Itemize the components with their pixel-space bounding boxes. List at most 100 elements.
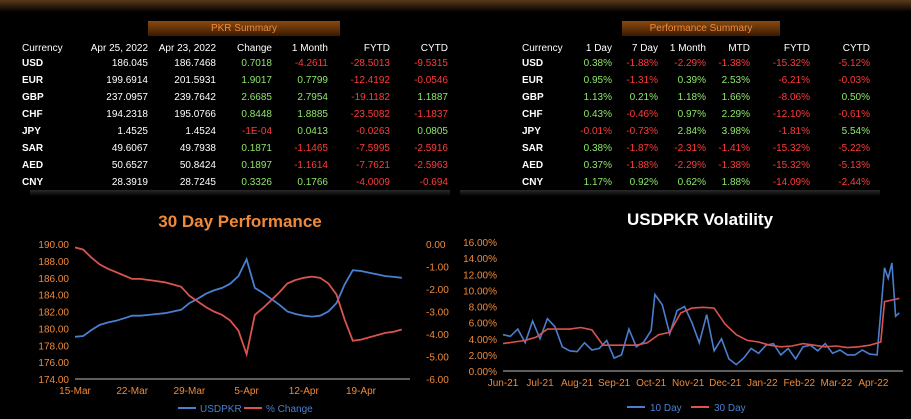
table-row: USD 186.045 186.7468 0.7018 -4.2611 -28.5013 -… — [22, 55, 448, 72]
pkr-cell-apr25: 1.4525 — [117, 126, 148, 137]
y-right-tick-label: -4.00 — [426, 330, 449, 341]
series-line-usdpkr — [74, 256, 402, 338]
pkr-header-3: Change — [236, 42, 272, 54]
y-right-tick-label: -2.00 — [426, 285, 449, 296]
perf-cell-d1: 1.13% — [583, 92, 612, 103]
perf-cell-d7: -1.87% — [626, 143, 658, 154]
pkr-cell-change: 2.6685 — [241, 92, 272, 103]
pkr-header-5: FYTD — [363, 42, 390, 54]
table-row: SAR 49.6067 49.7938 0.1871 -1.1465 -7.5995 -2.… — [22, 140, 448, 157]
pkr-cell-cytd: 1.1887 — [417, 92, 448, 103]
pkr-cell-change: 0.8448 — [241, 109, 272, 120]
pkr-cell-apr23: 49.7938 — [179, 143, 216, 154]
pkr-cell-apr25: 194.2318 — [106, 109, 148, 120]
pkr-table-body: USD 186.045 186.7468 0.7018 -4.2611 -28.5013 -… — [22, 55, 448, 191]
y-tick-label: 12.00% — [463, 270, 497, 281]
table-row: EUR 199.6914 201.5931 1.9017 0.7799 -12.4192 -… — [22, 72, 448, 89]
y-tick-label: 2.00% — [469, 351, 497, 362]
pkr-cell-apr23: 1.4524 — [185, 126, 216, 137]
x-tick-label: Dec-21 — [709, 378, 742, 389]
legend-label-10-day: 10 Day — [650, 403, 682, 414]
perf-header-0: Currency — [522, 42, 563, 54]
perf-cell-m1: 0.97% — [677, 109, 706, 120]
pkr-cell-currency: AED — [22, 160, 44, 171]
table-row: GBP 1.13% 0.21% 1.18% 1.66% -8.06% 0.50% — [522, 89, 870, 106]
perf-cell-fytd: -14.09% — [772, 177, 810, 188]
pkr-cell-apr25: 50.6527 — [111, 160, 148, 171]
chart-30-day-performance: 190.00 188.00 186.00 184.00 182.00 180.00 178.… — [38, 240, 449, 415]
perf-cell-currency: EUR — [522, 75, 544, 86]
perf-cell-fytd: -15.32% — [772, 143, 810, 154]
pkr-cell-apr25: 199.6914 — [106, 75, 148, 86]
pkr-cell-fytd: -7.7621 — [356, 160, 390, 171]
perf-cell-m1: 2.84% — [677, 126, 706, 137]
perf-header-2: 7 Day — [631, 42, 658, 54]
perf-cell-d7: 0.92% — [629, 177, 658, 188]
pkr-cell-cytd: -2.5963 — [414, 160, 448, 171]
perf-cell-m1: 1.18% — [677, 92, 706, 103]
pkr-cell-change: 0.3326 — [241, 177, 272, 188]
x-tick-label: Jul-21 — [526, 378, 554, 389]
pkr-cell-cytd: -2.5916 — [414, 143, 448, 154]
perf-cell-currency: AED — [522, 160, 544, 171]
perf-cell-currency: GBP — [522, 92, 544, 103]
perf-cell-cytd: 0.50% — [841, 92, 870, 103]
perf-cell-mtd: 3.98% — [721, 126, 750, 137]
perf-cell-d7: -0.73% — [626, 126, 658, 137]
pkr-cell-m1: -4.2611 — [294, 58, 328, 69]
x-tick-label: 15-Mar — [59, 386, 91, 397]
table-row: USD 0.38% -1.88% -2.29% -1.38% -15.32% -5.12% — [522, 55, 870, 72]
perf-cell-d7: -1.88% — [626, 160, 658, 171]
perf-cell-d7: 0.21% — [629, 92, 658, 103]
perf-cell-fytd: -8.06% — [778, 92, 810, 103]
pkr-cell-cytd: 0.0805 — [417, 126, 448, 137]
perf-cell-currency: CHF — [522, 109, 543, 120]
perf-cell-d1: 0.38% — [583, 143, 612, 154]
perf-cell-d1: -0.01% — [580, 126, 612, 137]
x-tick-label: Oct-21 — [636, 378, 666, 389]
perf-cell-cytd: -0.61% — [838, 109, 870, 120]
perf-cell-mtd: 1.66% — [721, 92, 750, 103]
pkr-cell-apr25: 49.6067 — [111, 143, 148, 154]
perf-cell-m1: -2.31% — [674, 143, 706, 154]
series-line-30-day — [502, 297, 900, 349]
right-panel-separator — [460, 190, 880, 196]
y-tick-label: 14.00% — [463, 254, 497, 265]
x-tick-label: Jan-22 — [747, 378, 778, 389]
y-tick-label: 0.00% — [469, 367, 497, 378]
pkr-cell-m1: 1.8885 — [297, 109, 328, 120]
pkr-cell-m1: -1.1614 — [294, 160, 328, 171]
perf-cell-d7: -1.31% — [626, 75, 658, 86]
x-tick-label: 29-Mar — [174, 386, 206, 397]
perf-cell-d7: -0.46% — [626, 109, 658, 120]
x-tick-label: 12-Apr — [289, 386, 320, 397]
table-row: SAR 0.38% -1.87% -2.31% -1.41% -15.32% -5.22% — [522, 140, 870, 157]
y-right-tick-label: -3.00 — [426, 308, 449, 319]
pkr-cell-fytd: -0.0263 — [356, 126, 390, 137]
pkr-cell-m1: 0.0413 — [297, 126, 328, 137]
y-right-tick-label: -5.00 — [426, 353, 449, 364]
table-row: AED 0.37% -1.88% -2.29% -1.38% -15.32% -5.13% — [522, 157, 870, 174]
pkr-cell-cytd: -0.0546 — [414, 75, 448, 86]
perf-cell-cytd: -5.22% — [838, 143, 870, 154]
chart-title-volatility: USDPKR Volatility — [626, 210, 774, 229]
y-right-tick-label: -6.00 — [426, 375, 449, 386]
perf-header-5: FYTD — [783, 42, 810, 54]
pkr-cell-currency: EUR — [22, 75, 44, 86]
pkr-header-row: Currency Apr 25, 2022 Apr 23, 2022 Change 1 … — [22, 41, 448, 55]
perf-cell-fytd: -6.21% — [778, 75, 810, 86]
x-tick-label: Nov-21 — [672, 378, 705, 389]
perf-table-body: USD 0.38% -1.88% -2.29% -1.38% -15.32% -5.12% E… — [522, 55, 870, 191]
pkr-cell-apr25: 28.3919 — [111, 177, 148, 188]
pkr-cell-apr23: 28.7245 — [179, 177, 216, 188]
perf-cell-m1: 0.39% — [677, 75, 706, 86]
perf-cell-d1: 1.17% — [583, 177, 612, 188]
pkr-cell-fytd: -19.1182 — [351, 92, 390, 103]
pkr-cell-currency: CHF — [22, 109, 43, 120]
perf-cell-cytd: -2.44% — [838, 177, 870, 188]
perf-header-6: CYTD — [842, 42, 870, 54]
pkr-cell-currency: GBP — [22, 92, 44, 103]
y-tick-label: 6.00% — [469, 319, 497, 330]
pkr-cell-m1: 2.7954 — [297, 92, 328, 103]
pkr-summary-title: PKR Summary — [148, 21, 340, 36]
